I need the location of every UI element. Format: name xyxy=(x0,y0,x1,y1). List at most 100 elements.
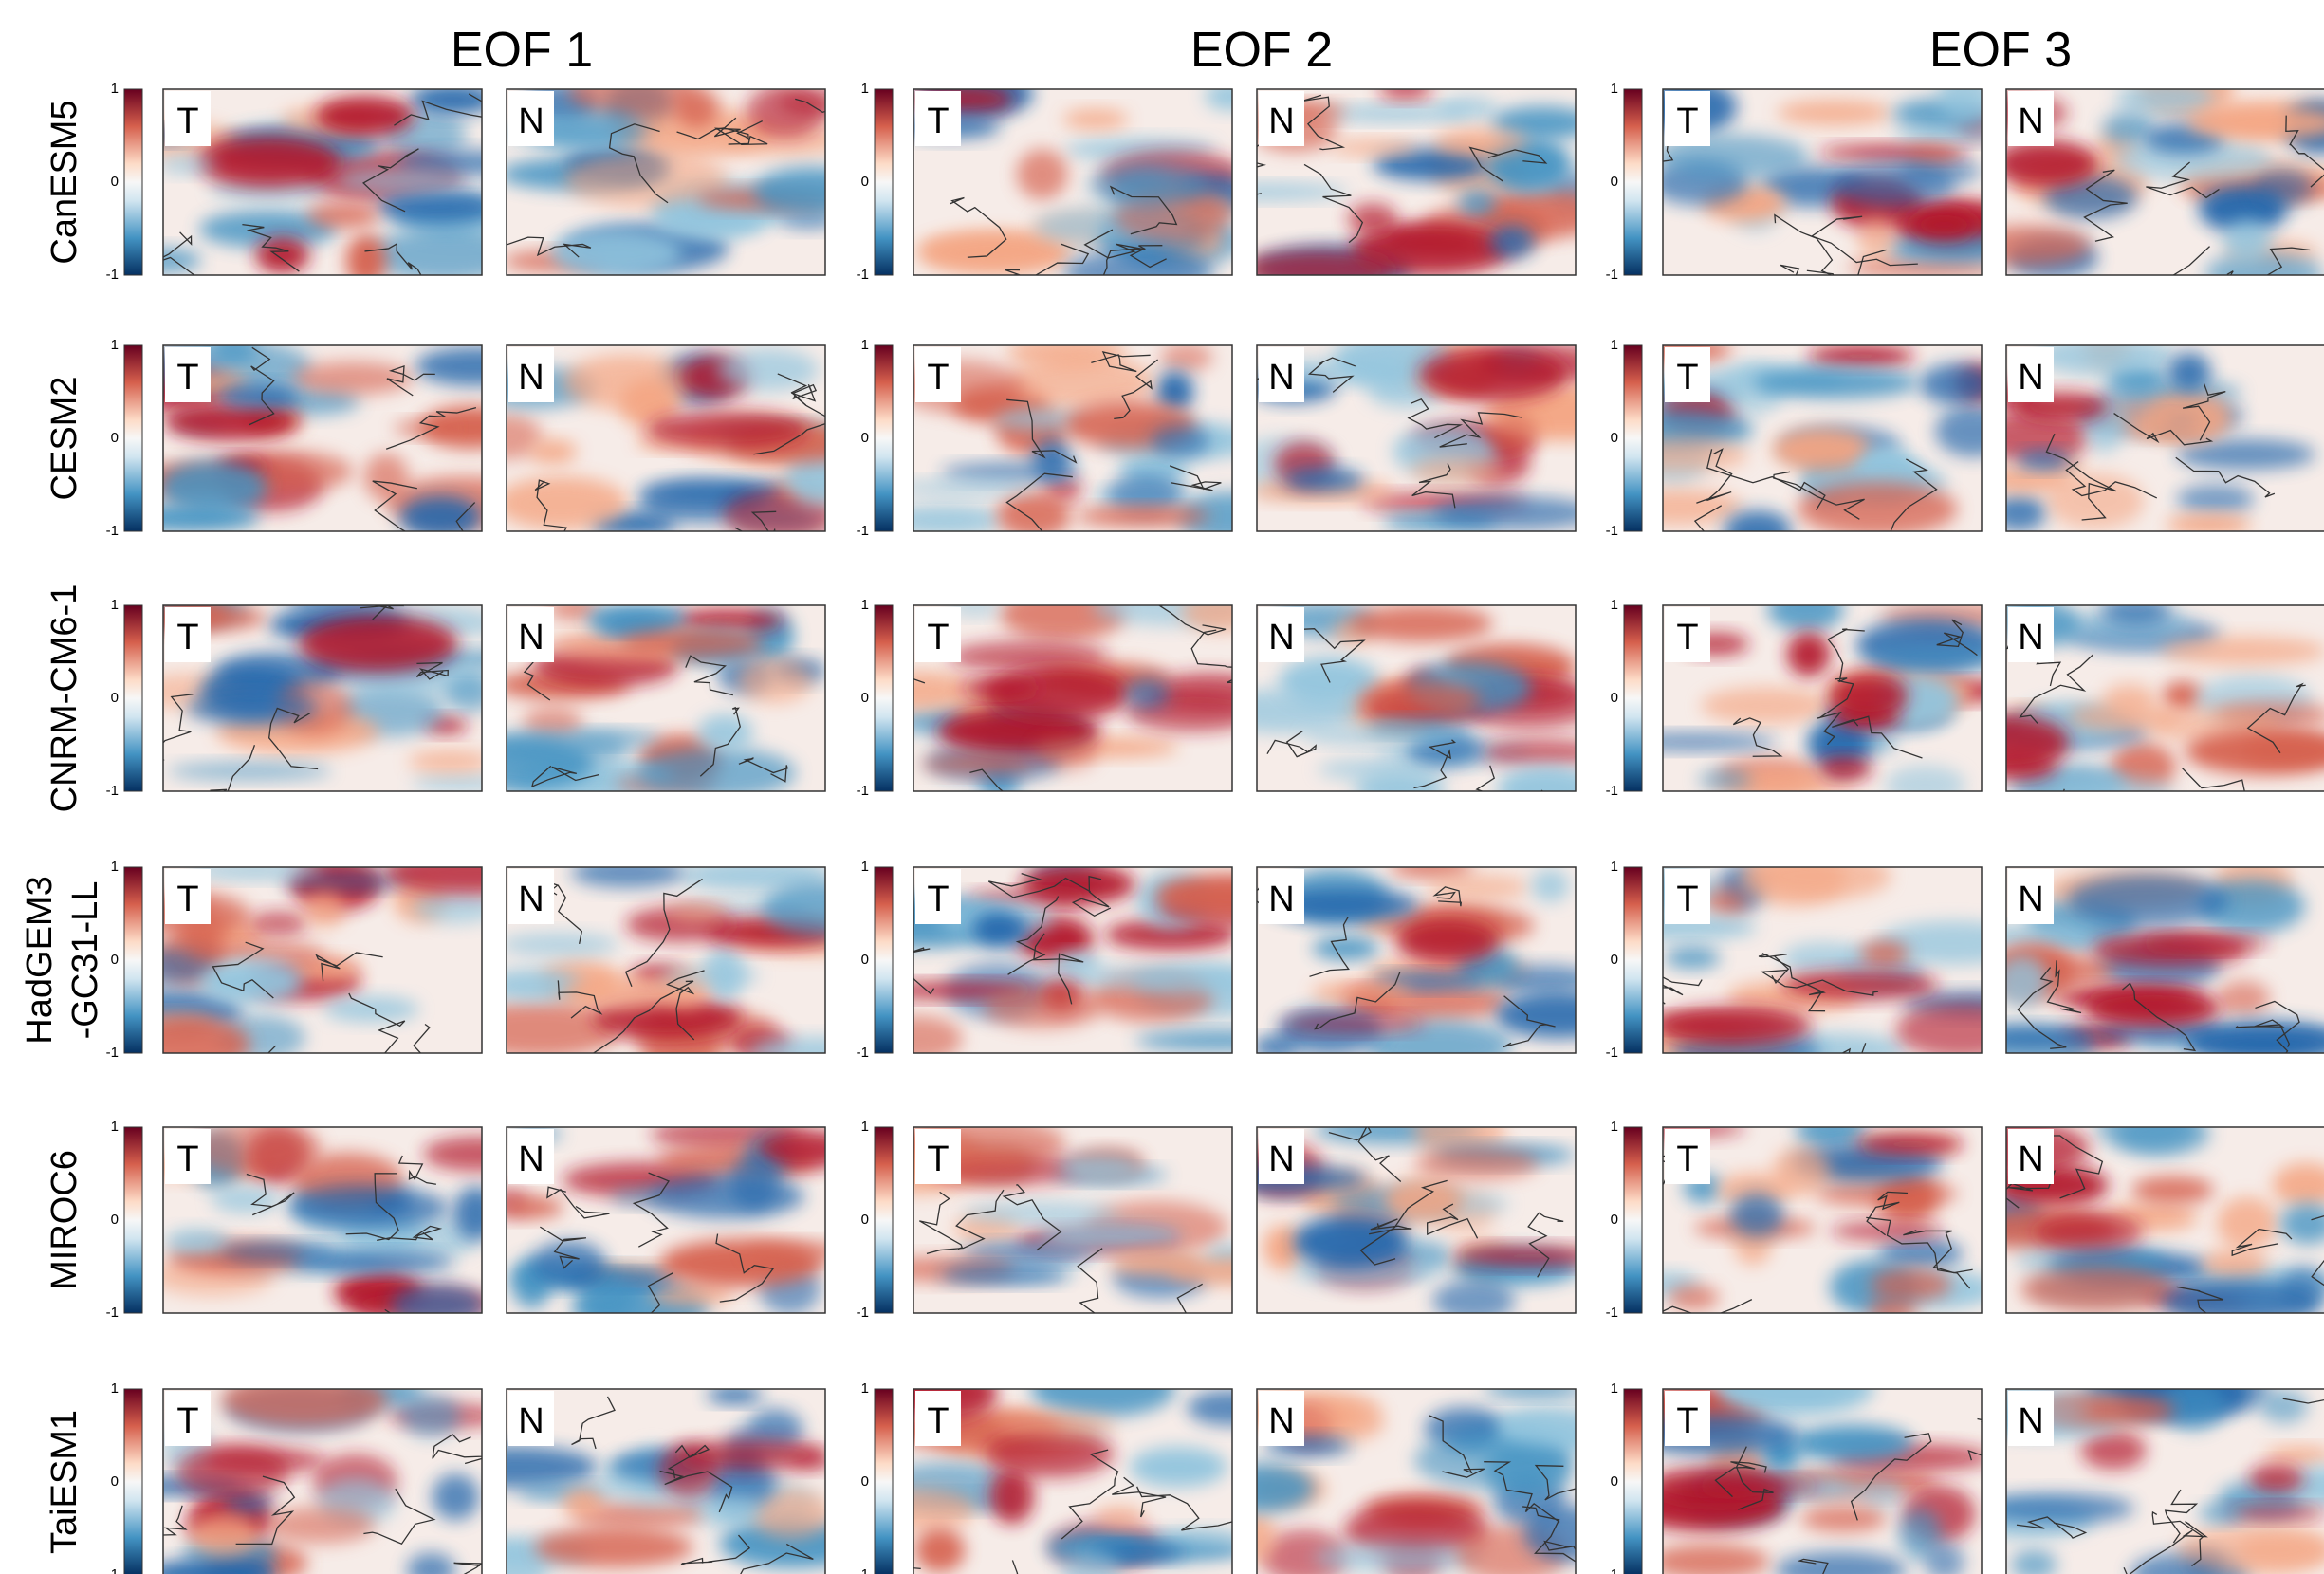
anomaly-blob xyxy=(1062,109,1128,129)
anomaly-blob xyxy=(762,881,880,935)
anomaly-blob xyxy=(668,904,727,921)
anomaly-blob xyxy=(408,750,491,773)
anomaly-blob xyxy=(1017,149,1068,199)
anomaly-blob xyxy=(571,858,685,887)
anomaly-blob xyxy=(255,238,309,274)
anomaly-blob xyxy=(2085,990,2221,1027)
anomaly-blob xyxy=(940,463,1080,482)
anomaly-blob xyxy=(1858,216,1896,262)
anomaly-blob xyxy=(1095,1507,1145,1527)
coastline xyxy=(456,503,512,568)
colorbar xyxy=(1624,867,1642,1053)
map-field xyxy=(1936,857,2324,1074)
colorbar-tick-label: 1 xyxy=(111,859,119,875)
row-label: CESM2 xyxy=(45,377,84,501)
colorbar xyxy=(124,867,142,1053)
anomaly-blob xyxy=(266,1507,376,1545)
anomaly-blob xyxy=(1772,428,1872,471)
panel-label: T xyxy=(927,1401,949,1441)
anomaly-blob xyxy=(192,1120,323,1176)
anomaly-blob xyxy=(647,1175,804,1217)
anomaly-blob xyxy=(1282,1015,1426,1033)
anomaly-blob xyxy=(1455,1246,1603,1266)
colorbar-tick-label: 0 xyxy=(861,174,869,190)
map-panel xyxy=(1172,80,1605,290)
anomaly-blob xyxy=(1981,467,2069,493)
anomaly-blob xyxy=(1348,203,1397,235)
anomaly-blob xyxy=(1868,1299,1917,1322)
panel-label: T xyxy=(176,358,198,398)
column-title: EOF 3 xyxy=(1929,23,2072,78)
colorbar-tick-label: -1 xyxy=(106,267,119,283)
coastline xyxy=(1109,791,1160,866)
colorbar-tick-label: 0 xyxy=(861,1473,869,1490)
anomaly-blob xyxy=(1994,140,2098,187)
map-field xyxy=(1595,337,2011,591)
colorbar xyxy=(875,1127,893,1313)
map-panel xyxy=(1937,1103,2324,1326)
colorbar-tick-label: 0 xyxy=(861,690,869,706)
anomaly-blob xyxy=(176,1445,290,1498)
panel-label: N xyxy=(1268,1139,1294,1179)
anomaly-blob xyxy=(2254,168,2313,208)
anomaly-blob xyxy=(2067,874,2229,926)
colorbar-tick-label: -1 xyxy=(1606,1045,1618,1061)
anomaly-blob xyxy=(221,1372,388,1427)
anomaly-blob xyxy=(1410,457,1503,485)
anomaly-blob xyxy=(1781,942,1865,974)
anomaly-blob xyxy=(212,1187,282,1213)
anomaly-blob xyxy=(2146,393,2232,443)
anomaly-blob xyxy=(646,411,807,448)
anomaly-blob xyxy=(493,731,629,766)
anomaly-blob xyxy=(1131,965,1256,995)
anomaly-blob xyxy=(1531,869,1569,902)
anomaly-blob xyxy=(190,1514,260,1556)
map-panel xyxy=(102,1372,506,1574)
anomaly-blob xyxy=(219,384,301,408)
anomaly-blob xyxy=(1432,1280,1515,1321)
anomaly-blob xyxy=(1668,1286,1719,1309)
anomaly-blob xyxy=(1396,919,1498,964)
anomaly-blob xyxy=(921,753,1037,774)
anomaly-blob xyxy=(1656,1007,1812,1045)
anomaly-blob xyxy=(401,1395,461,1437)
anomaly-blob xyxy=(2202,1249,2268,1279)
anomaly-blob xyxy=(1749,852,1891,900)
anomaly-blob xyxy=(164,402,295,440)
anomaly-blob xyxy=(432,1473,479,1520)
anomaly-blob xyxy=(2162,1379,2225,1431)
anomaly-blob xyxy=(2131,1176,2214,1204)
anomaly-blob xyxy=(709,1496,760,1520)
anomaly-blob xyxy=(1351,605,1493,642)
panel-label: T xyxy=(927,1139,949,1179)
colorbar xyxy=(124,1389,142,1574)
colorbar-tick-label: -1 xyxy=(106,1305,119,1321)
panel-label: N xyxy=(2018,102,2043,141)
anomaly-blob xyxy=(619,628,765,657)
colorbar-tick-label: 0 xyxy=(1611,952,1618,968)
anomaly-blob xyxy=(672,609,784,631)
colorbar-tick-label: -1 xyxy=(1606,1305,1618,1321)
anomaly-blob xyxy=(1088,163,1208,207)
row-label: HadGEM3 xyxy=(20,876,60,1044)
colorbar-tick-label: -1 xyxy=(1606,1566,1618,1574)
row-label: TaiESM1 xyxy=(45,1410,84,1554)
colorbar-tick-label: -1 xyxy=(106,1566,119,1574)
map-panel xyxy=(774,1362,1272,1574)
colorbar xyxy=(1624,1127,1642,1313)
anomaly-blob xyxy=(1964,225,2091,266)
anomaly-blob xyxy=(2103,683,2155,714)
anomaly-blob xyxy=(2081,1431,2147,1470)
colorbar xyxy=(124,89,142,275)
anomaly-blob xyxy=(2036,336,2174,376)
anomaly-blob xyxy=(1698,769,1752,789)
colorbar xyxy=(1624,89,1642,275)
anomaly-blob xyxy=(914,1528,965,1572)
panel-label: N xyxy=(518,1139,544,1179)
anomaly-blob xyxy=(1935,406,2011,457)
anomaly-blob xyxy=(391,1285,484,1326)
anomaly-blob xyxy=(983,987,1102,1028)
anomaly-blob xyxy=(363,454,408,501)
anomaly-blob xyxy=(747,83,825,138)
panel-label: N xyxy=(518,358,544,398)
